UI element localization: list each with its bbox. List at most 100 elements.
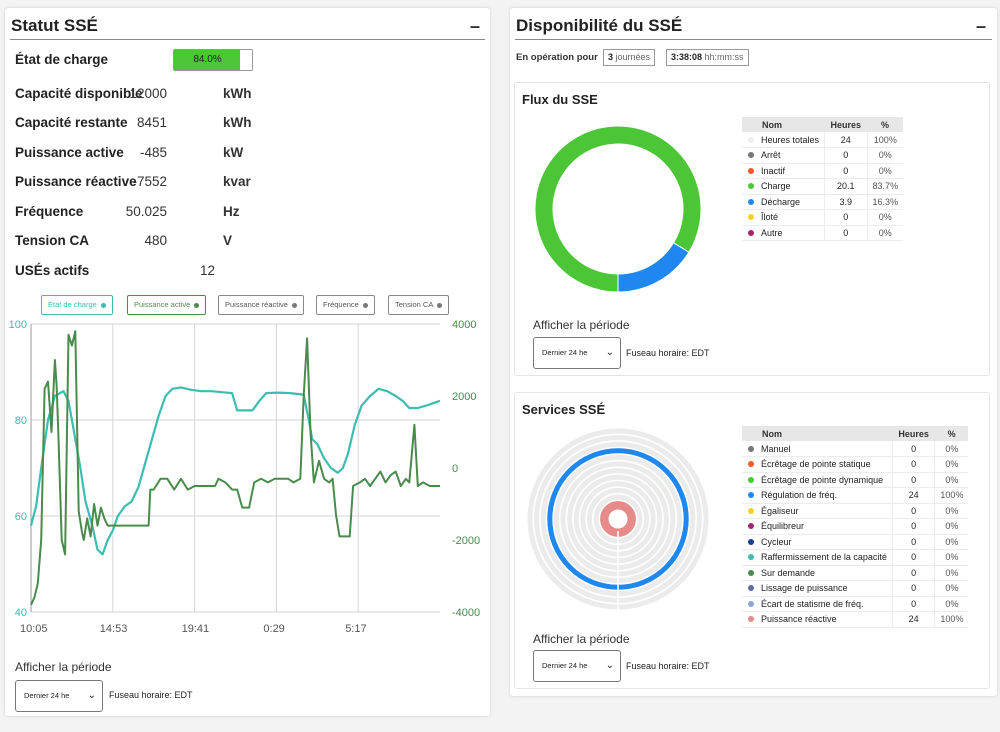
legend-dot-icon bbox=[748, 507, 754, 514]
legend-dot-icon bbox=[748, 229, 754, 236]
services-radial-chart bbox=[527, 428, 709, 610]
row-percent: 0% bbox=[866, 163, 904, 179]
row-name: Lissage de puissance bbox=[756, 580, 893, 597]
legend-toggle-button[interactable]: État de charge bbox=[41, 295, 113, 315]
x-tick-label: 14:53 bbox=[100, 623, 128, 635]
row-name: Décharge bbox=[756, 194, 825, 210]
table-row: Raffermissement de la capacité 0 0% bbox=[742, 549, 969, 566]
metric-unit: kW bbox=[223, 145, 244, 160]
legend-dot-icon bbox=[748, 214, 754, 221]
operation-time-box: 3:38:08 hh:mm:ss bbox=[666, 49, 749, 66]
row-name: Écrêtage de pointe dynamique bbox=[756, 472, 893, 488]
legend-dot-cell bbox=[742, 487, 756, 504]
row-name: Régulation de fréq. bbox=[756, 487, 893, 504]
table-header: Nom bbox=[756, 117, 825, 132]
chevron-down-icon: ⌄ bbox=[605, 660, 614, 671]
legend-toggle-label: État de charge bbox=[48, 300, 97, 309]
operation-time-value: 3:38:08 bbox=[671, 52, 703, 62]
legend-dot-icon bbox=[748, 523, 754, 530]
divider bbox=[10, 39, 485, 40]
metric-label: Puissance active bbox=[15, 145, 124, 160]
legend-toggle-button[interactable]: Tension CA bbox=[388, 295, 450, 315]
charge-row: État de charge bbox=[15, 52, 255, 72]
legend-dot-cell bbox=[742, 580, 756, 597]
table-row: Décharge 3.9 16.3% bbox=[742, 194, 904, 210]
metric-row: Capacité disponible 12000 kWh bbox=[15, 86, 255, 106]
row-name: Autre bbox=[756, 225, 825, 241]
legend-dot-cell bbox=[742, 549, 756, 566]
left-tick-label: 60 bbox=[15, 511, 27, 523]
legend-dot-icon bbox=[100, 302, 106, 308]
legend-dot-icon bbox=[748, 152, 754, 159]
row-name: Heures totales bbox=[756, 132, 825, 148]
services-period-label: Afficher la période bbox=[533, 632, 630, 646]
table-row: Cycleur 0 0% bbox=[742, 534, 969, 550]
disponibilite-collapse-button[interactable]: – bbox=[976, 16, 987, 36]
flux-timezone-label: Fuseau horaire: EDT bbox=[626, 348, 710, 358]
legend-dot-icon bbox=[748, 492, 754, 499]
row-percent: 0% bbox=[934, 565, 969, 581]
statut-title: Statut SSÉ bbox=[11, 16, 98, 35]
legend-dot-cell bbox=[742, 178, 756, 195]
legend-toggle-button[interactable]: Fréquence bbox=[316, 295, 375, 315]
row-hours: 0 bbox=[891, 503, 935, 519]
services-title: Services SSÉ bbox=[522, 402, 606, 417]
row-name: Cycleur bbox=[756, 534, 893, 550]
legend-toggle-label: Fréquence bbox=[323, 300, 359, 309]
row-hours: 24 bbox=[824, 132, 868, 148]
row-percent: 83.7% bbox=[866, 178, 904, 195]
metric-label: Capacité restante bbox=[15, 115, 128, 130]
flux-title: Flux du SSE bbox=[522, 92, 598, 107]
row-percent: 100% bbox=[934, 611, 969, 628]
row-hours: 24 bbox=[891, 487, 935, 504]
row-name: Raffermissement de la capacité bbox=[756, 549, 893, 566]
row-percent: 0% bbox=[866, 209, 904, 226]
metric-label: Puissance réactive bbox=[15, 174, 137, 189]
metric-unit: kWh bbox=[223, 86, 252, 101]
row-hours: 0 bbox=[891, 456, 935, 473]
legend-dot-cell bbox=[742, 518, 756, 535]
row-percent: 0% bbox=[934, 580, 969, 597]
x-tick-label: 10:05 bbox=[20, 623, 48, 635]
operation-days-value: 3 bbox=[608, 52, 614, 62]
table-row: Régulation de fréq. 24 100% bbox=[742, 487, 969, 504]
radial-bar bbox=[603, 504, 633, 534]
charge-label: État de charge bbox=[15, 52, 109, 67]
table-row: Sur demande 0 0% bbox=[742, 565, 969, 581]
metric-value: -485 bbox=[139, 145, 167, 160]
legend-dot-icon bbox=[437, 302, 443, 308]
legend-toggle-label: Tension CA bbox=[395, 300, 434, 309]
row-percent: 0% bbox=[934, 596, 969, 612]
legend-toggle-button[interactable]: Puissance réactive bbox=[218, 295, 304, 315]
row-hours: 0 bbox=[891, 565, 935, 581]
metric-unit: V bbox=[223, 233, 233, 248]
metric-unit: kWh bbox=[223, 115, 252, 130]
period-label: Afficher la période bbox=[15, 660, 112, 674]
legend-dot-icon bbox=[748, 600, 754, 607]
statut-collapse-button[interactable]: – bbox=[470, 16, 481, 36]
legend-dot-icon bbox=[194, 302, 200, 308]
metric-row: Puissance active -485 kW bbox=[15, 145, 255, 165]
metric-value: 8451 bbox=[136, 115, 167, 130]
period-select[interactable]: Dernier 24 he ⌄ bbox=[15, 680, 103, 712]
flux-period-select[interactable]: Dernier 24 he ⌄ bbox=[533, 337, 621, 369]
left-tick-label: 100 bbox=[9, 319, 27, 331]
legend-dot-cell bbox=[742, 611, 756, 628]
legend-dot-icon bbox=[748, 198, 754, 205]
legend-dot-icon bbox=[748, 585, 754, 592]
metric-label: Fréquence bbox=[15, 204, 84, 219]
legend-toggle-button[interactable]: Puissance active bbox=[127, 295, 207, 315]
flux-period-label: Afficher la période bbox=[533, 318, 630, 332]
table-header-spacer bbox=[742, 426, 756, 441]
flux-donut-chart bbox=[534, 125, 702, 293]
row-name: Égaliseur bbox=[756, 503, 893, 519]
donut-slice bbox=[617, 242, 690, 293]
row-percent: 100% bbox=[934, 487, 969, 504]
metric-value: 12000 bbox=[129, 86, 167, 101]
operation-label: En opération pour bbox=[516, 52, 598, 63]
services-period-select[interactable]: Dernier 24 he ⌄ bbox=[533, 650, 621, 682]
metric-label: Tension CA bbox=[15, 233, 89, 248]
legend-dot-icon bbox=[748, 569, 754, 576]
row-hours: 0 bbox=[891, 549, 935, 566]
row-hours: 0 bbox=[891, 534, 935, 550]
